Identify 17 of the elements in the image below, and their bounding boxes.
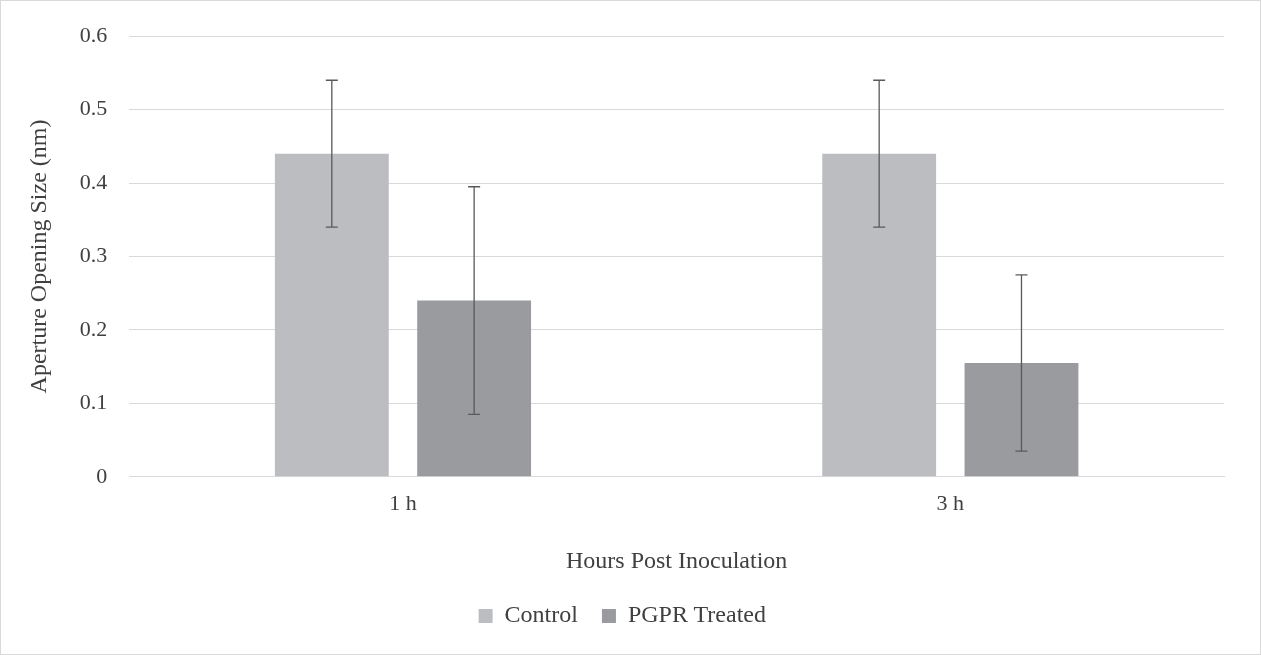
y-tick-label: 0.5 <box>79 95 108 121</box>
y-tick-label: 0.2 <box>79 315 108 341</box>
y-tick-label: 0 <box>96 462 108 488</box>
legend-label: Control <box>504 601 579 628</box>
x-tick-label: 3 h <box>936 489 965 515</box>
bar <box>417 300 532 477</box>
x-tick-label: 1 h <box>389 489 417 515</box>
bar <box>822 153 937 477</box>
y-tick-label: 0.1 <box>79 389 108 415</box>
y-tick-label: 0.4 <box>79 168 108 194</box>
bar <box>964 362 1079 477</box>
legend-label: PGPR Treated <box>627 601 766 628</box>
bar <box>274 153 389 477</box>
x-axis-title: Hours Post Inoculation <box>565 546 788 573</box>
y-axis-title: Aperture Opening Size (nm) <box>24 119 51 394</box>
y-tick-label: 0.6 <box>79 21 108 47</box>
y-tick-label: 0.3 <box>79 242 108 268</box>
